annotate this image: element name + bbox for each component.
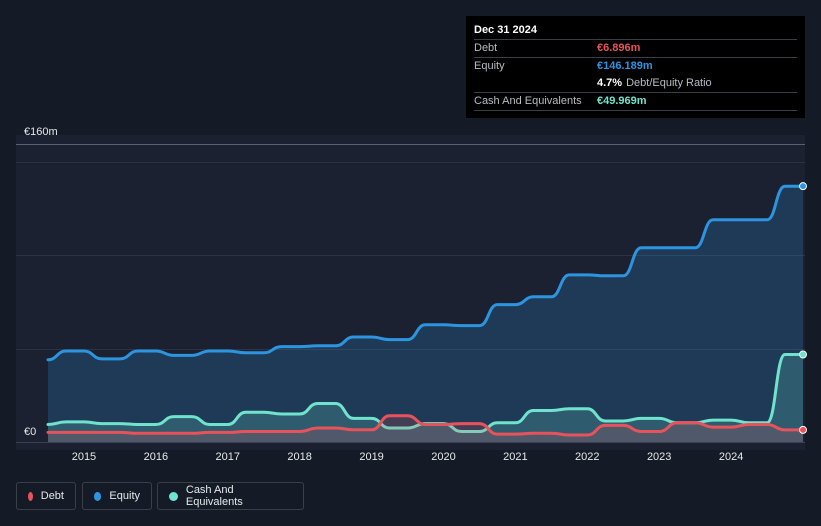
tooltip-equity-value: €146.189m: [597, 60, 653, 72]
tooltip-debt-label: Debt: [474, 42, 498, 54]
legend-item-debt[interactable]: Debt: [16, 482, 76, 510]
tooltip-row-equity: Equity €146.189m: [474, 57, 797, 75]
legend-debt-label: Debt: [40, 490, 64, 502]
equity-line: [46, 184, 805, 362]
cash-legend-dot-icon: [169, 491, 178, 501]
x-tick-2021: 2021: [503, 451, 527, 463]
tooltip-date: Dec 31 2024: [474, 24, 537, 36]
x-tick-2015: 2015: [72, 451, 96, 463]
legend-item-equity[interactable]: Equity: [82, 482, 152, 510]
cash-end-marker: [799, 350, 807, 359]
x-tick-2019: 2019: [359, 451, 383, 463]
y-axis-bottom-label: €0: [24, 426, 37, 438]
tooltip-debt-value: €6.896m: [597, 42, 641, 54]
legend-cash-label: Cash And Equivalents: [185, 484, 243, 508]
y-axis-top-label: €160m: [24, 126, 58, 138]
chart-plot-area: [16, 135, 805, 450]
debt-end-marker: [799, 425, 807, 434]
tooltip-ratio-label: Debt/Equity Ratio: [626, 77, 712, 89]
x-tick-2017: 2017: [216, 451, 240, 463]
tooltip-row-debt: Debt €6.896m: [474, 39, 797, 57]
tooltip-row-cash: Cash And Equivalents €49.969m: [474, 92, 797, 111]
equity-area: [48, 186, 803, 442]
x-tick-2016: 2016: [144, 451, 168, 463]
equity-legend-dot-icon: [94, 491, 102, 501]
tooltip-equity-label: Equity: [474, 60, 505, 72]
tooltip-ratio-value: 4.7%: [597, 77, 623, 89]
tooltip-row-ratio: 4.7% Debt/Equity Ratio: [474, 75, 797, 92]
legend-item-cash[interactable]: Cash And Equivalents: [157, 482, 304, 510]
debt-area: [48, 415, 803, 442]
tooltip-cash-value: €49.969m: [597, 95, 647, 107]
debt-line: [46, 414, 805, 437]
x-tick-2024: 2024: [719, 451, 743, 463]
x-tick-2023: 2023: [647, 451, 671, 463]
tooltip-panel: Dec 31 2024 Debt €6.896m Equity €146.189…: [466, 16, 805, 118]
x-tick-2018: 2018: [287, 451, 311, 463]
x-tick-2020: 2020: [431, 451, 455, 463]
equity-end-marker: [799, 182, 807, 191]
debt-legend-dot-icon: [28, 491, 33, 501]
x-tick-2022: 2022: [575, 451, 599, 463]
legend-equity-label: Equity: [109, 490, 140, 502]
tooltip-cash-label: Cash And Equivalents: [474, 95, 582, 107]
